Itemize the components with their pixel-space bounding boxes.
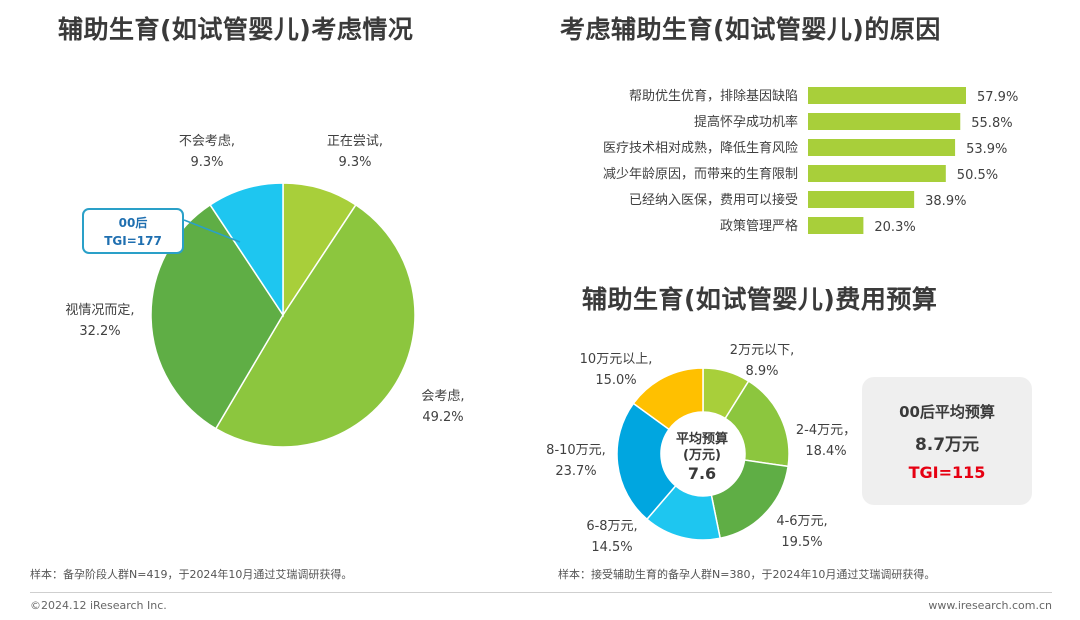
footer-website: www.iresearch.com.cn [928, 599, 1052, 612]
reasons-bar-chart: 帮助优生优育，排除基因缺陷 57.9% 提高怀孕成功机率 55.8% 医疗技术相对成熟，… [603, 87, 1018, 235]
bar-category-label-0: 帮助优生优育，排除基因缺陷 [629, 88, 798, 104]
pie-label-depends: 视情况而定, 32.2% [65, 303, 135, 339]
donut-label-3: 6-8万元, 14.5% [586, 519, 638, 555]
left-sample-note: 样本：备孕阶段人群N=419，于2024年10月通过艾瑞调研获得。 [30, 568, 353, 581]
donut-center-label: 平均预算 (万元) 7.6 [675, 432, 728, 483]
pie-slice-1 [214, 203, 416, 448]
bar-value-label-2: 53.9% [966, 142, 1007, 157]
bar-category-label-3: 减少年龄原因，而带来的生育限制 [603, 166, 798, 182]
bar-category-label-1: 提高怀孕成功机率 [694, 114, 798, 130]
pie-slice-0 [282, 182, 357, 318]
avg-box-value: 8.7万元 [914, 435, 980, 455]
bar-value-label-0: 57.9% [977, 90, 1018, 105]
donut-label-2: 4-6万元, 19.5% [776, 514, 828, 550]
bar-2 [808, 139, 956, 156]
tgi-callout: 00后 TGI=177 [82, 208, 184, 254]
bar-5 [808, 217, 864, 234]
consideration-pie-chart [150, 182, 416, 448]
donut-label-1: 2-4万元， 18.4% [795, 423, 857, 459]
avg-box-tgi: TGI=115 [908, 463, 986, 482]
bar-value-label-1: 55.8% [971, 116, 1012, 131]
bar-value-label-3: 50.5% [957, 168, 998, 183]
right-sample-note: 样本：接受辅助生育的备孕人群N=380，于2024年10月通过艾瑞调研获得。 [558, 568, 936, 581]
tgi-callout-line1: 00后 [118, 216, 148, 230]
reasons-chart-title: 考虑辅助生育(如试管婴儿)的原因 [560, 15, 941, 44]
bar-category-label-4: 已经纳入医保，费用可以接受 [629, 192, 798, 208]
tgi-callout-pointer [183, 219, 241, 243]
donut-label-4: 8-10万元, 23.7% [546, 443, 606, 479]
footer-copyright: ©2024.12 iResearch Inc. [30, 599, 167, 612]
bar-0 [808, 87, 966, 104]
pie-label-not-consider: 不会考虑, 9.3% [178, 134, 236, 170]
bar-value-label-5: 20.3% [874, 220, 915, 235]
budget-chart-title: 辅助生育(如试管婴儿)费用预算 [582, 285, 938, 314]
bar-category-label-2: 医疗技术相对成熟，降低生育风险 [603, 140, 798, 156]
left-chart-title: 辅助生育(如试管婴儿)考虑情况 [58, 15, 414, 44]
bar-category-label-5: 政策管理严格 [720, 218, 798, 234]
pie-label-will-consider: 会考虑, 49.2% [421, 389, 465, 425]
donut-label-5: 10万元以上, 15.0% [579, 352, 653, 388]
tgi-callout-line2: TGI=177 [104, 234, 162, 248]
bar-1 [808, 113, 961, 130]
budget-donut-chart [616, 367, 790, 541]
footer-divider [30, 592, 1052, 593]
bar-3 [808, 165, 946, 182]
bar-value-label-4: 38.9% [925, 194, 966, 209]
donut-label-0: 2万元以下, 8.9% [729, 343, 795, 379]
donut-slice-5 [632, 367, 704, 431]
bar-4 [808, 191, 915, 208]
pie-label-trying: 正在尝试, 9.3% [326, 134, 384, 170]
avg-box-title: 00后平均预算 [899, 403, 995, 421]
donut-slice-4 [616, 402, 677, 521]
avg-budget-box: 00后平均预算 8.7万元 TGI=115 [862, 377, 1032, 505]
pie-slice-3 [209, 182, 284, 318]
pie-slice-2 [150, 203, 284, 430]
